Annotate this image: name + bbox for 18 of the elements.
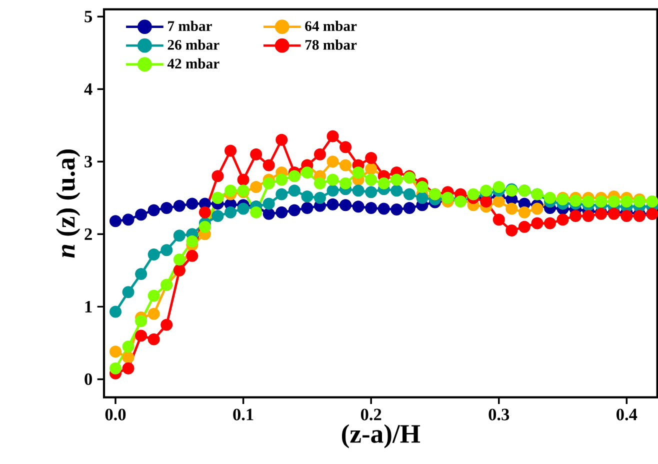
legend-label: 26 mbar — [168, 40, 220, 50]
x-tick-label: 0.2 — [360, 408, 382, 420]
y-axis-title: n (z) (u.a) — [56, 150, 80, 258]
y-tick-label: 2 — [84, 228, 92, 240]
y-tick-label: 3 — [84, 156, 92, 168]
x-tick-label: 0.0 — [105, 408, 126, 420]
x-axis-title: (z-a)/H — [342, 424, 420, 448]
legend-label: 42 mbar — [167, 58, 220, 69]
x-tick-label: 0.4 — [616, 408, 638, 420]
legend-label: 7 mbar — [168, 20, 212, 32]
legend-label: 64 mbar — [305, 20, 357, 32]
y-tick-label: 4 — [84, 83, 92, 95]
x-tick-label: 0.1 — [233, 408, 254, 420]
y-tick-label: 1 — [85, 300, 92, 312]
legend-label: 78 mbar — [305, 40, 357, 50]
y-tick-label: 5 — [84, 10, 92, 22]
x-tick-label: 0.3 — [488, 408, 510, 420]
y-tick-label: 0 — [84, 373, 92, 386]
